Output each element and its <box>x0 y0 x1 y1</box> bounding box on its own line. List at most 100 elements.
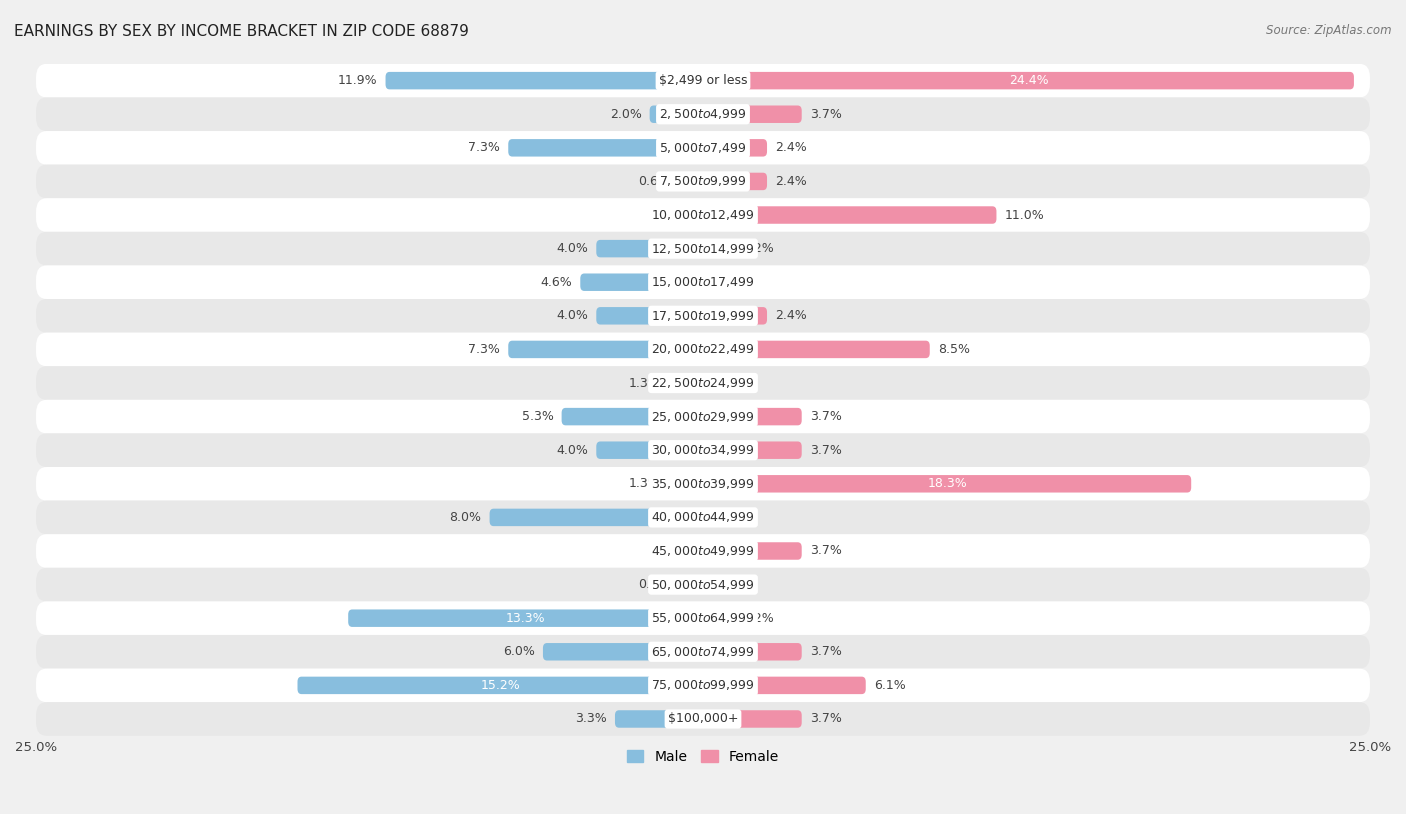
Text: 3.7%: 3.7% <box>810 410 842 423</box>
FancyBboxPatch shape <box>37 299 1369 333</box>
FancyBboxPatch shape <box>561 408 703 426</box>
Text: $15,000 to $17,499: $15,000 to $17,499 <box>651 275 755 289</box>
FancyBboxPatch shape <box>37 702 1369 736</box>
FancyBboxPatch shape <box>37 164 1369 199</box>
FancyBboxPatch shape <box>37 265 1369 299</box>
FancyBboxPatch shape <box>596 240 703 257</box>
FancyBboxPatch shape <box>37 534 1369 568</box>
Legend: Male, Female: Male, Female <box>621 744 785 769</box>
Text: 7.3%: 7.3% <box>468 343 501 356</box>
Text: $5,000 to $7,499: $5,000 to $7,499 <box>659 141 747 155</box>
Text: 8.0%: 8.0% <box>450 511 482 524</box>
Text: 5.3%: 5.3% <box>522 410 554 423</box>
FancyBboxPatch shape <box>703 475 1191 492</box>
Text: 8.5%: 8.5% <box>938 343 970 356</box>
Text: 4.6%: 4.6% <box>540 276 572 289</box>
FancyBboxPatch shape <box>385 72 703 90</box>
Text: 3.7%: 3.7% <box>810 444 842 457</box>
FancyBboxPatch shape <box>37 131 1369 164</box>
Text: 0.66%: 0.66% <box>638 578 678 591</box>
Text: $17,500 to $19,999: $17,500 to $19,999 <box>651 309 755 323</box>
Text: 4.0%: 4.0% <box>557 309 588 322</box>
Text: $2,500 to $4,999: $2,500 to $4,999 <box>659 107 747 121</box>
FancyBboxPatch shape <box>37 467 1369 501</box>
FancyBboxPatch shape <box>703 542 801 560</box>
FancyBboxPatch shape <box>37 635 1369 668</box>
FancyBboxPatch shape <box>668 475 703 492</box>
Text: 3.3%: 3.3% <box>575 712 607 725</box>
Text: $45,000 to $49,999: $45,000 to $49,999 <box>651 544 755 558</box>
Text: 0.0%: 0.0% <box>711 276 742 289</box>
Text: 13.3%: 13.3% <box>506 611 546 624</box>
Text: 24.4%: 24.4% <box>1008 74 1049 87</box>
FancyBboxPatch shape <box>508 341 703 358</box>
FancyBboxPatch shape <box>703 139 768 156</box>
FancyBboxPatch shape <box>37 400 1369 433</box>
FancyBboxPatch shape <box>37 63 1369 98</box>
Text: $22,500 to $24,999: $22,500 to $24,999 <box>651 376 755 390</box>
Text: 2.4%: 2.4% <box>775 309 807 322</box>
Text: 3.7%: 3.7% <box>810 107 842 120</box>
Text: 3.7%: 3.7% <box>810 646 842 659</box>
FancyBboxPatch shape <box>37 98 1369 131</box>
Text: 3.7%: 3.7% <box>810 545 842 558</box>
FancyBboxPatch shape <box>349 610 703 627</box>
Text: 4.0%: 4.0% <box>557 444 588 457</box>
Text: 7.3%: 7.3% <box>468 142 501 155</box>
Text: $55,000 to $64,999: $55,000 to $64,999 <box>651 611 755 625</box>
FancyBboxPatch shape <box>703 408 801 426</box>
Text: 1.3%: 1.3% <box>628 377 661 390</box>
Text: $30,000 to $34,999: $30,000 to $34,999 <box>651 443 755 457</box>
Text: $35,000 to $39,999: $35,000 to $39,999 <box>651 477 755 491</box>
FancyBboxPatch shape <box>489 509 703 526</box>
Text: $10,000 to $12,499: $10,000 to $12,499 <box>651 208 755 222</box>
Text: 2.4%: 2.4% <box>775 175 807 188</box>
Text: $50,000 to $54,999: $50,000 to $54,999 <box>651 578 755 592</box>
Text: $12,500 to $14,999: $12,500 to $14,999 <box>651 242 755 256</box>
FancyBboxPatch shape <box>650 106 703 123</box>
FancyBboxPatch shape <box>37 602 1369 635</box>
FancyBboxPatch shape <box>596 307 703 325</box>
FancyBboxPatch shape <box>37 568 1369 602</box>
FancyBboxPatch shape <box>37 668 1369 702</box>
Text: $40,000 to $44,999: $40,000 to $44,999 <box>651 510 755 524</box>
Text: 1.3%: 1.3% <box>628 477 661 490</box>
Text: $25,000 to $29,999: $25,000 to $29,999 <box>651 409 755 423</box>
FancyBboxPatch shape <box>581 274 703 291</box>
FancyBboxPatch shape <box>703 643 801 660</box>
FancyBboxPatch shape <box>685 173 703 190</box>
Text: 15.2%: 15.2% <box>481 679 520 692</box>
FancyBboxPatch shape <box>703 173 768 190</box>
FancyBboxPatch shape <box>508 139 703 156</box>
Text: 1.2%: 1.2% <box>742 242 775 255</box>
Text: 0.0%: 0.0% <box>711 377 742 390</box>
Text: 2.0%: 2.0% <box>610 107 641 120</box>
FancyBboxPatch shape <box>685 575 703 593</box>
Text: 3.7%: 3.7% <box>810 712 842 725</box>
FancyBboxPatch shape <box>37 199 1369 232</box>
Text: 4.0%: 4.0% <box>557 242 588 255</box>
Text: $2,499 or less: $2,499 or less <box>659 74 747 87</box>
Text: 6.0%: 6.0% <box>503 646 534 659</box>
Text: 0.0%: 0.0% <box>711 578 742 591</box>
Text: 6.1%: 6.1% <box>873 679 905 692</box>
Text: 0.0%: 0.0% <box>664 545 695 558</box>
Text: Source: ZipAtlas.com: Source: ZipAtlas.com <box>1267 24 1392 37</box>
FancyBboxPatch shape <box>703 307 768 325</box>
Text: $7,500 to $9,999: $7,500 to $9,999 <box>659 174 747 188</box>
FancyBboxPatch shape <box>703 676 866 694</box>
Text: 0.0%: 0.0% <box>664 208 695 221</box>
FancyBboxPatch shape <box>37 232 1369 265</box>
FancyBboxPatch shape <box>703 341 929 358</box>
Text: 11.0%: 11.0% <box>1004 208 1045 221</box>
FancyBboxPatch shape <box>703 106 801 123</box>
Text: $65,000 to $74,999: $65,000 to $74,999 <box>651 645 755 659</box>
Text: 0.66%: 0.66% <box>638 175 678 188</box>
Text: 2.4%: 2.4% <box>775 142 807 155</box>
FancyBboxPatch shape <box>668 374 703 392</box>
FancyBboxPatch shape <box>703 610 735 627</box>
FancyBboxPatch shape <box>543 643 703 660</box>
FancyBboxPatch shape <box>298 676 703 694</box>
Text: 18.3%: 18.3% <box>927 477 967 490</box>
Text: $20,000 to $22,499: $20,000 to $22,499 <box>651 343 755 357</box>
